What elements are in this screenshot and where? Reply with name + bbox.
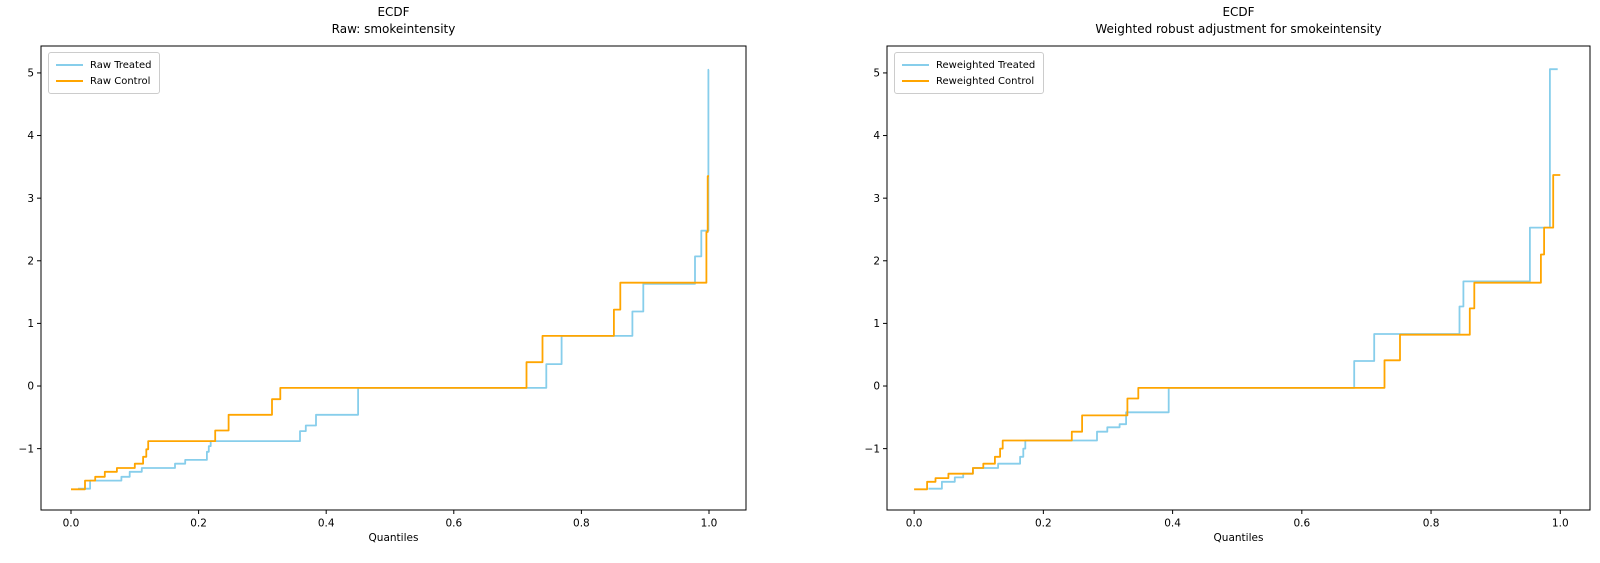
axes-spines <box>886 45 1591 511</box>
legend-line-swatch-control <box>56 80 83 82</box>
x-axis-label: Quantiles <box>1213 532 1264 544</box>
y-tick-label: 0 <box>27 381 34 393</box>
ecdf-series-reweighted-control <box>914 174 1561 491</box>
y-tick-label: 5 <box>27 68 34 80</box>
ecdf-series-raw-treated <box>78 68 710 490</box>
x-tick-label: 0.6 <box>445 518 462 530</box>
legend-entry: Raw Treated <box>56 57 151 73</box>
x-tick-label: 0.0 <box>906 518 923 530</box>
y-tick-label: 1 <box>873 318 880 330</box>
y-tick-label: 5 <box>873 68 880 80</box>
ecdf-series-reweighted-treated <box>928 68 1558 490</box>
legend-entry: Raw Control <box>56 73 151 89</box>
y-tick-label: 3 <box>873 193 880 205</box>
legend-entry: Reweighted Treated <box>902 57 1035 73</box>
x-axis-label: Quantiles <box>368 532 419 544</box>
legend-line-swatch-control <box>902 80 929 82</box>
x-tick-label: 0.8 <box>1423 518 1440 530</box>
x-tick-label: 0.2 <box>1035 518 1052 530</box>
x-tick-label: 0.4 <box>1164 518 1181 530</box>
plot-title-raw: ECDF Raw: smokeintensity <box>41 4 746 38</box>
plot-title-weighted: ECDF Weighted robust adjustment for smok… <box>887 4 1590 38</box>
y-tick-label: 3 <box>27 193 34 205</box>
legend-label: Raw Control <box>90 75 151 87</box>
x-tick-label: 0.0 <box>63 518 80 530</box>
y-tick-label: 0 <box>873 381 880 393</box>
plot-title-line2: Raw: smokeintensity <box>331 22 456 36</box>
y-tick-label: 2 <box>27 255 34 267</box>
legend-raw: Raw Treated Raw Control <box>48 52 161 94</box>
legend-line-swatch-treated <box>56 64 83 66</box>
legend-entry: Reweighted Control <box>902 73 1035 89</box>
legend-label: Raw Treated <box>90 59 152 71</box>
axes-spines <box>40 45 747 511</box>
plot-title-line1: ECDF <box>377 5 410 19</box>
x-tick-label: 0.4 <box>318 518 335 530</box>
legend-label: Reweighted Treated <box>936 59 1036 71</box>
plot-title-line1: ECDF <box>1222 5 1255 19</box>
legend-label: Reweighted Control <box>936 75 1035 87</box>
y-tick-label: −1 <box>865 443 880 455</box>
x-tick-label: 0.2 <box>190 518 207 530</box>
ecdf-series-raw-control <box>71 175 709 491</box>
y-tick-label: 1 <box>27 318 34 330</box>
y-tick-label: 2 <box>873 255 880 267</box>
y-tick-label: 4 <box>27 130 34 142</box>
x-tick-label: 1.0 <box>701 518 718 530</box>
x-tick-label: 0.6 <box>1293 518 1310 530</box>
legend-line-swatch-treated <box>902 64 929 66</box>
y-tick-label: −1 <box>19 443 34 455</box>
legend-weighted: Reweighted Treated Reweighted Control <box>894 52 1045 94</box>
plot-title-line2: Weighted robust adjustment for smokeinte… <box>1095 22 1382 36</box>
x-tick-label: 1.0 <box>1552 518 1569 530</box>
x-tick-label: 0.8 <box>573 518 590 530</box>
y-tick-label: 4 <box>873 130 880 142</box>
